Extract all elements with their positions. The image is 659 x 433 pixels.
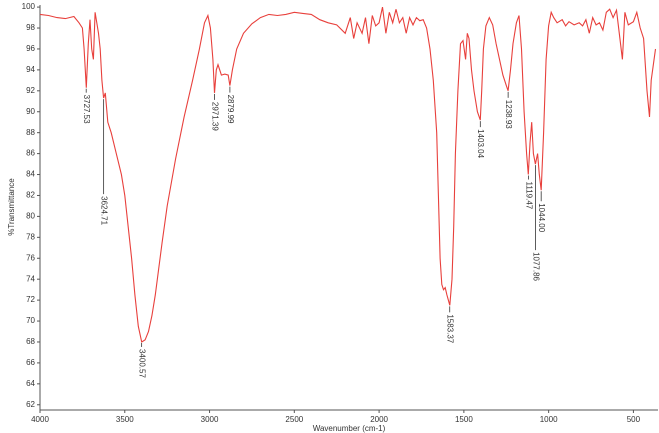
x-tick-label: 500	[627, 415, 641, 424]
y-axis-title: %Transmittance	[7, 178, 16, 236]
y-tick-label: 86	[26, 149, 35, 158]
y-tick-label: 72	[26, 295, 35, 304]
y-tick-label: 98	[26, 23, 35, 32]
x-axis-title: Wavenumber (cm-1)	[313, 424, 386, 433]
x-tick-label: 2000	[370, 415, 388, 424]
y-tick-label: 74	[26, 274, 35, 283]
peak-label: 2971.39	[210, 102, 219, 131]
y-tick-label: 62	[26, 400, 35, 409]
peak-label: 2879.99	[226, 95, 235, 124]
y-tick-label: 66	[26, 358, 35, 367]
y-tick-label: 84	[26, 170, 35, 179]
y-tick-label: 78	[26, 232, 35, 241]
peak-label: 3727.53	[82, 95, 91, 124]
x-tick-label: 2500	[285, 415, 303, 424]
spectrum-line	[39, 6, 657, 343]
y-tick-label: 100	[22, 2, 36, 11]
peak-label: 1119.47	[524, 182, 533, 210]
y-tick-label: 70	[26, 316, 35, 325]
y-tick-label: 82	[26, 191, 35, 200]
peak-label: 1583.37	[446, 314, 455, 343]
y-tick-label: 80	[26, 212, 35, 221]
y-tick-label: 94	[26, 65, 35, 74]
peak-label: 1044.00	[537, 203, 546, 232]
y-tick-label: 88	[26, 128, 35, 137]
y-tick-label: 92	[26, 86, 35, 95]
x-tick-label: 1500	[455, 415, 473, 424]
x-tick-label: 4000	[31, 415, 49, 424]
y-tick-label: 76	[26, 253, 35, 262]
x-tick-label: 1000	[540, 415, 558, 424]
peak-label: 1238.93	[504, 100, 513, 129]
peak-label: 1077.86	[531, 252, 540, 281]
peak-label: 3400.57	[138, 349, 147, 378]
y-tick-label: 90	[26, 107, 35, 116]
x-tick-label: 3500	[116, 415, 134, 424]
x-tick-label: 3000	[201, 415, 219, 424]
peak-label: 3624.71	[100, 196, 109, 225]
y-tick-label: 68	[26, 337, 35, 346]
y-tick-label: 96	[26, 44, 35, 53]
y-tick-label: 64	[26, 379, 35, 388]
peak-label: 1403.04	[476, 129, 485, 158]
